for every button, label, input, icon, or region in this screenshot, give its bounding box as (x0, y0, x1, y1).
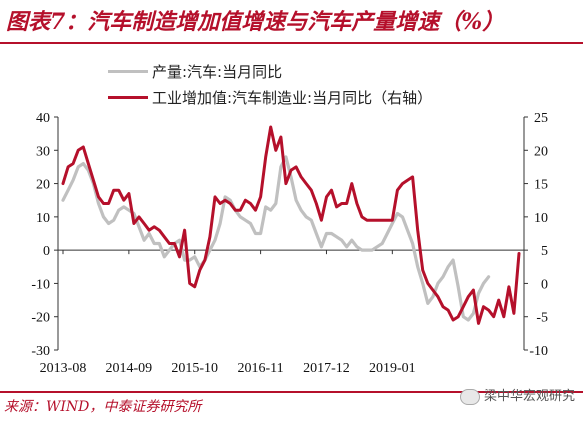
footer-divider (0, 391, 583, 393)
x-tick-label: 2016-11 (238, 361, 284, 376)
left-tick-label: 0 (43, 244, 50, 259)
left-tick-label: 10 (36, 211, 50, 226)
legend-item-production: 产量:汽车:当月同比 (108, 58, 432, 84)
x-tick-label: 2017-12 (303, 361, 350, 376)
watermark: 梁中华宏观研究 (459, 385, 575, 405)
series-line-value-added (61, 125, 521, 325)
chart-title: 图表7：汽车制造增加值增速与汽车产量增速（%） (6, 9, 505, 35)
line-chart: -30 -20 -10 0 10 20 30 40 -10 -5 0 5 10 15 20 25 2013-08… (31, 111, 548, 376)
left-tick-label: 40 (36, 111, 50, 126)
title-divider (0, 42, 583, 44)
x-tick-label: 2019-01 (369, 361, 416, 376)
x-tick-label: 2013-08 (40, 361, 87, 376)
chart-legend: 产量:汽车:当月同比 工业增加值:汽车制造业:当月同比（右轴） (108, 58, 432, 110)
right-tick-label: 15 (534, 178, 548, 193)
series-line-production (61, 155, 491, 322)
legend-label-production: 产量:汽车:当月同比 (152, 62, 283, 81)
right-tick-label: -5 (536, 311, 548, 326)
right-tick-label: 5 (541, 244, 548, 259)
left-tick-label: -20 (31, 311, 50, 326)
chart-series (61, 125, 521, 325)
right-tick-label: 0 (541, 277, 548, 292)
source-note: 来源：WIND，中泰证券研究所 (4, 399, 202, 415)
right-tick-label: -10 (529, 344, 548, 359)
wechat-icon (459, 388, 480, 405)
legend-swatch-production (108, 69, 148, 73)
left-tick-label: 20 (36, 178, 50, 193)
right-tick-label: 25 (534, 111, 548, 126)
left-tick-label: -30 (31, 344, 50, 359)
x-tick-label: 2014-09 (106, 361, 153, 376)
legend-swatch-value-added (108, 95, 148, 99)
legend-label-value-added: 工业增加值:汽车制造业:当月同比（右轴） (152, 88, 433, 107)
legend-item-value-added: 工业增加值:汽车制造业:当月同比（右轴） (108, 84, 432, 110)
x-tick-label: 2015-10 (171, 361, 218, 376)
right-tick-label: 10 (534, 211, 548, 226)
left-tick-label: 30 (36, 144, 50, 159)
right-tick-label: 20 (534, 144, 548, 159)
chart-axes: -30 -20 -10 0 10 20 30 40 -10 -5 0 5 10 15 20 25 2013-08… (31, 111, 548, 376)
left-tick-label: -10 (31, 277, 50, 292)
watermark-label: 梁中华宏观研究 (483, 389, 575, 404)
